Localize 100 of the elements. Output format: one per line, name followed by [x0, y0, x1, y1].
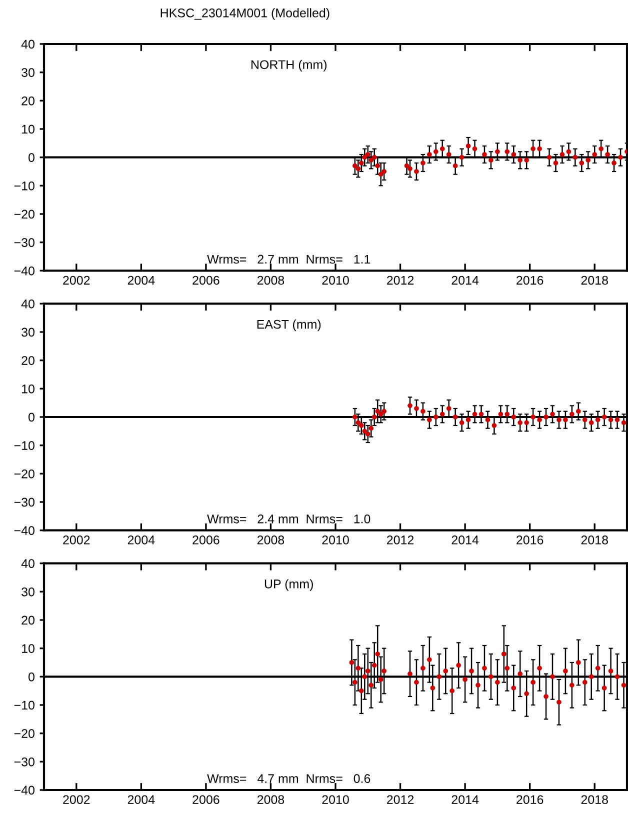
y-tick-label: 40 — [21, 40, 34, 49]
x-tick-label: 2014 — [452, 536, 479, 544]
x-tick-label: 2008 — [257, 795, 284, 804]
y-tick-label: 20 — [22, 616, 34, 625]
point — [524, 420, 530, 426]
point — [511, 152, 516, 157]
chart-title: HKSC_23014M001 (Modelled) — [160, 8, 330, 20]
x-tick-label: 2010 — [322, 795, 349, 804]
point — [550, 412, 555, 417]
x-tick-label: 2018 — [581, 276, 608, 285]
point — [378, 677, 384, 682]
point — [352, 163, 358, 168]
point — [452, 414, 458, 420]
point — [482, 152, 487, 157]
point — [608, 668, 614, 674]
point — [443, 668, 448, 674]
point — [356, 166, 361, 172]
y-tick-label: −10 — [14, 181, 34, 190]
y-tick-label: −20 — [14, 729, 34, 738]
point — [598, 146, 604, 152]
point — [358, 160, 364, 166]
point — [466, 417, 471, 422]
y-tick-label: −40 — [14, 786, 34, 795]
point — [530, 414, 536, 420]
y-tick-label: 10 — [22, 124, 34, 134]
point — [595, 666, 600, 671]
y-tick-label: 10 — [22, 384, 34, 394]
point — [602, 686, 607, 690]
point — [488, 158, 494, 163]
x-tick-label: 2012 — [387, 536, 414, 544]
point — [602, 414, 607, 420]
x-tick-label: 2014 — [452, 276, 479, 285]
point — [450, 688, 455, 694]
point — [362, 428, 368, 434]
point — [504, 412, 510, 417]
point — [576, 660, 581, 665]
x-tick-label: 2006 — [192, 536, 220, 544]
point — [495, 149, 500, 154]
point — [553, 160, 558, 166]
point — [426, 152, 432, 157]
point — [518, 158, 523, 163]
point — [537, 666, 542, 671]
x-tick-label: 2016 — [516, 536, 544, 544]
point — [365, 668, 370, 674]
annotation: Wrms= 2.7 mm Nrms= 1.1 — [207, 254, 370, 264]
y-tick-label: −40 — [14, 526, 34, 535]
point — [586, 158, 591, 163]
point — [495, 680, 500, 685]
point — [378, 172, 384, 177]
y-tick-label: −40 — [14, 266, 34, 276]
point — [579, 160, 584, 166]
point — [582, 417, 588, 422]
point — [576, 408, 581, 414]
x-tick-label: 2008 — [257, 536, 284, 544]
point — [524, 691, 530, 696]
point — [498, 412, 504, 417]
point — [501, 652, 506, 656]
point — [352, 414, 358, 420]
y-tick-label: 40 — [21, 299, 34, 308]
point — [382, 668, 387, 674]
point — [459, 420, 464, 426]
annotation: Wrms= 2.4 mm Nrms= 1.0 — [207, 514, 370, 524]
point — [356, 420, 361, 426]
point — [365, 152, 370, 157]
y-tick-label: −30 — [14, 498, 34, 507]
annotation: NORTH (mm) — [251, 60, 327, 72]
point — [504, 149, 510, 154]
point — [524, 158, 530, 163]
point — [572, 154, 578, 160]
point — [426, 657, 432, 662]
y-tick-label: 40 — [21, 559, 34, 568]
point — [365, 432, 370, 436]
y-tick-label: −30 — [14, 757, 34, 766]
point — [537, 417, 542, 422]
y-tick-label: 30 — [22, 328, 34, 337]
point — [382, 408, 387, 414]
point — [408, 166, 412, 172]
point — [592, 152, 598, 157]
point — [608, 417, 614, 422]
point — [375, 163, 380, 168]
point — [372, 662, 377, 668]
point — [544, 694, 548, 699]
y-tick-label: −10 — [14, 700, 34, 710]
point — [408, 671, 412, 676]
point — [358, 423, 364, 428]
point — [605, 152, 610, 157]
point — [414, 680, 419, 685]
point — [530, 680, 536, 685]
point — [426, 417, 432, 422]
point — [430, 686, 436, 690]
point — [511, 414, 516, 420]
point — [563, 668, 568, 674]
point — [563, 417, 568, 422]
point — [459, 154, 464, 160]
point — [566, 149, 572, 154]
point — [436, 674, 442, 680]
y-tick-label: 30 — [22, 68, 34, 77]
point — [469, 668, 474, 674]
x-tick-label: 2010 — [322, 536, 349, 544]
point — [456, 662, 462, 668]
